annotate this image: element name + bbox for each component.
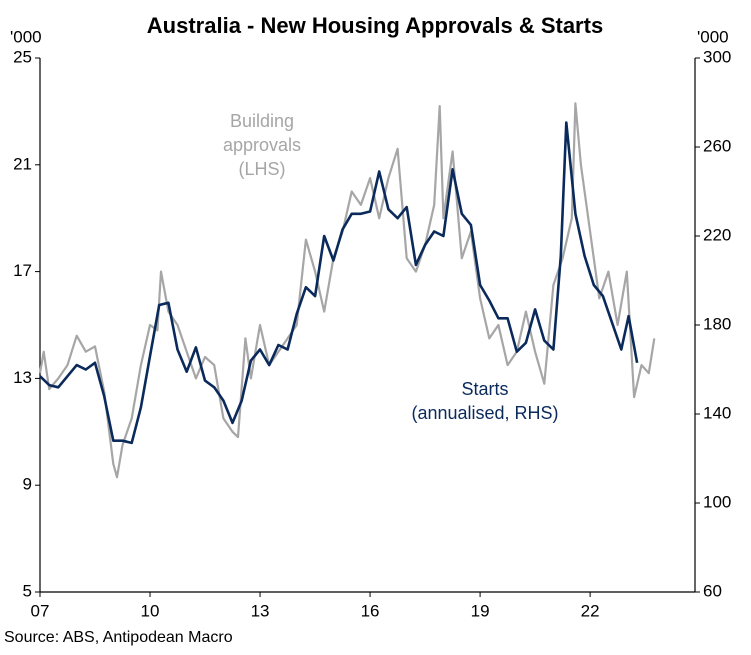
y-tick-label: 13 bbox=[13, 368, 32, 387]
y2-tick-label: 140 bbox=[703, 403, 731, 422]
chart-title: Australia - New Housing Approvals & Star… bbox=[147, 13, 603, 38]
y-tick-label: 5 bbox=[23, 581, 32, 600]
annotation: (annualised, RHS) bbox=[411, 403, 558, 423]
y2-unit: '000 bbox=[697, 27, 729, 46]
x-tick-label: 07 bbox=[31, 601, 50, 620]
x-tick-label: 19 bbox=[471, 601, 490, 620]
x-tick-label: 22 bbox=[581, 601, 600, 620]
source: Source: ABS, Antipodean Macro bbox=[4, 629, 233, 646]
y2-tick-label: 180 bbox=[703, 314, 731, 333]
y2-tick-label: 220 bbox=[703, 225, 731, 244]
y-tick-label: 25 bbox=[13, 47, 32, 66]
y-tick-label: 17 bbox=[13, 261, 32, 280]
annotation: approvals bbox=[223, 135, 301, 155]
series-line bbox=[39, 121, 639, 445]
x-tick-label: 16 bbox=[361, 601, 380, 620]
x-tick-label: 13 bbox=[251, 601, 270, 620]
series-line bbox=[38, 102, 656, 479]
y2-tick-label: 60 bbox=[703, 581, 722, 600]
annotation: (LHS) bbox=[238, 159, 285, 179]
x-tick-label: 10 bbox=[141, 601, 160, 620]
y-unit: '000 bbox=[10, 27, 42, 46]
y-tick-label: 21 bbox=[13, 154, 32, 173]
y2-tick-label: 100 bbox=[703, 492, 731, 511]
annotation: Building bbox=[230, 111, 294, 131]
y2-tick-label: 300 bbox=[703, 47, 731, 66]
y2-tick-label: 260 bbox=[703, 136, 731, 155]
y-tick-label: 9 bbox=[23, 475, 32, 494]
annotation: Starts bbox=[461, 379, 508, 399]
